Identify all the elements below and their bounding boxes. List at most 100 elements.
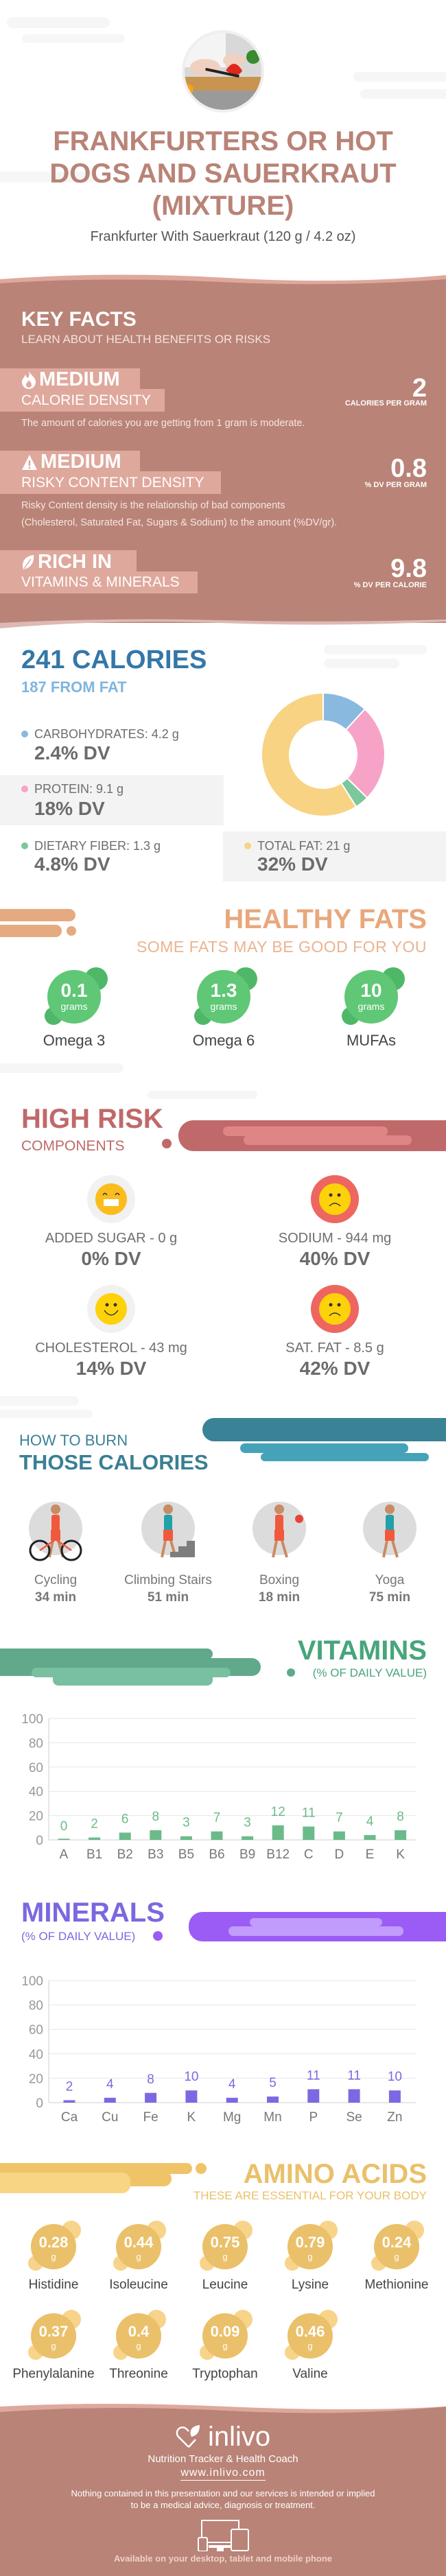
activity-label: Cycling — [34, 1573, 78, 1587]
bar-value-label: 10 — [388, 2070, 402, 2084]
amino-value: 0.75 — [210, 2234, 240, 2251]
decor-pill — [353, 72, 446, 82]
fat-value: 0.1 — [60, 980, 88, 1001]
bar-value-label: 5 — [269, 2076, 277, 2090]
bar-value-label: 7 — [336, 1811, 343, 1825]
amino-value: 0.4 — [128, 2323, 150, 2340]
healthy-fats-title: HEALTHY FATS — [224, 904, 427, 934]
decor-pill — [287, 1668, 295, 1677]
fact-description: The amount of calories you are getting f… — [21, 415, 433, 432]
decor-pill — [360, 89, 446, 99]
y-tick-label: 40 — [29, 2048, 43, 2062]
decor-pill — [0, 172, 96, 182]
amino-unit: g — [394, 2252, 399, 2262]
amino-bubble — [28, 2221, 81, 2271]
bar-value-label: 4 — [106, 2077, 114, 2092]
protein-label: PROTEIN: 9.1 g — [34, 782, 124, 796]
bar-value-label: 4 — [228, 2077, 236, 2092]
fat-label: Omega 6 — [192, 1032, 255, 1049]
amino-value: 0.37 — [38, 2323, 69, 2340]
amino-label: Methionine — [364, 2278, 429, 2292]
decor-pill — [228, 1926, 403, 1936]
fat-label: TOTAL FAT: 21 g — [257, 839, 351, 853]
protein-legend-dot — [21, 785, 28, 792]
donut-slice-fat — [261, 692, 357, 817]
fat-value: 1.3 — [210, 980, 237, 1001]
x-tick-label: B1 — [86, 1847, 102, 1862]
fact-value: 0.8 — [390, 454, 427, 483]
vitamins-subtitle: (% OF DAILY VALUE) — [312, 1666, 427, 1679]
leaf-icon — [23, 554, 34, 569]
amino-label: Tryptophan — [192, 2367, 258, 2381]
fact-label-box — [0, 389, 165, 412]
amino-unit: g — [136, 2341, 141, 2351]
fat-unit: grams — [357, 1001, 385, 1012]
bar — [185, 2090, 198, 2103]
decor-pill — [223, 1126, 388, 1136]
vitamins-bar-chart: 0 20 40 60 80 100 0 A 2 B1 6 B2 8 B3 3 B5 7 B6 3 B9 12 B12 11 C… — [21, 1712, 416, 1862]
amino-label: Valine — [292, 2367, 328, 2381]
y-tick-label: 20 — [29, 2072, 43, 2086]
serving-subtitle: Frankfurter With Sauerkraut (120 g / 4.2… — [90, 229, 356, 244]
y-tick-label: 20 — [29, 1810, 43, 1824]
carbs-label: CARBOHYDRATES: 4.2 g — [34, 727, 179, 741]
x-tick-label: D — [335, 1847, 344, 1862]
high-risk-subtitle: COMPONENTS — [21, 1138, 125, 1154]
bar — [348, 2089, 360, 2103]
decor-bar — [0, 2173, 130, 2193]
y-tick-label: 100 — [21, 1974, 43, 1989]
fact-description-line: Risky Content density is the relationshi… — [21, 500, 285, 511]
bar-value-label: 12 — [271, 1805, 285, 1819]
x-tick-label: B9 — [239, 1847, 255, 1862]
y-tick-label: 60 — [29, 2023, 43, 2037]
bar-value-label: 3 — [183, 1816, 190, 1830]
x-tick-label: B6 — [209, 1847, 224, 1862]
amino-label: Isoleucine — [109, 2278, 168, 2292]
risk-label: SODIUM - 944 mg — [278, 1231, 392, 1246]
x-tick-label: K — [187, 2110, 196, 2125]
smile-face-icon — [87, 1285, 135, 1333]
donut-slice-protein — [344, 708, 386, 799]
x-tick-label: Fe — [143, 2110, 159, 2125]
inlivo-logo: inlivo — [175, 2423, 270, 2450]
fact-label: CALORIE DENSITY — [21, 392, 152, 408]
website-link[interactable]: www.inlivo.com — [180, 2467, 266, 2481]
amino-bubble — [200, 2310, 253, 2360]
minerals-subtitle: (% OF DAILY VALUE) — [21, 1930, 136, 1943]
fact-level: MEDIUM — [39, 368, 120, 390]
amino-value: 0.09 — [210, 2323, 240, 2340]
decor-pill — [153, 1931, 163, 1941]
bar — [180, 1836, 192, 1840]
carbs-dv: 2.4% DV — [34, 742, 110, 764]
amino-label: Threonine — [109, 2367, 168, 2381]
risk-dv: 14% DV — [75, 1358, 147, 1379]
bar — [145, 2092, 157, 2103]
high-risk-title: HIGH RISK — [21, 1104, 163, 1134]
x-tick-label: B2 — [117, 1847, 133, 1862]
amino-value: 0.28 — [38, 2234, 69, 2251]
fact-label-box — [0, 471, 221, 494]
decor-bar — [0, 1649, 213, 1659]
bar-value-label: 11 — [347, 2068, 361, 2083]
wave-bottom — [0, 617, 446, 628]
decor-pill — [240, 1443, 408, 1453]
sad-face-icon — [311, 1285, 359, 1333]
bar — [242, 1836, 254, 1840]
amino-bubble — [113, 2310, 166, 2360]
x-tick-label: Zn — [387, 2110, 402, 2125]
x-tick-label: B5 — [178, 1847, 194, 1862]
x-tick-label: Cu — [102, 2110, 118, 2125]
bar — [226, 2097, 238, 2103]
fat-value: 10 — [360, 980, 382, 1001]
fact-unit: % DV PER GRAM — [364, 481, 427, 489]
footer-url-wrap: www.inlivo.com — [0, 2467, 446, 2481]
decor-pill — [7, 17, 110, 28]
x-tick-label: B12 — [266, 1847, 290, 1862]
fact-unit: CALORIES PER GRAM — [344, 399, 427, 407]
x-tick-label: K — [396, 1847, 405, 1862]
protein-highlight — [0, 775, 224, 825]
vitamins-title: VITAMINS — [297, 1635, 427, 1666]
bar-value-label: 10 — [184, 2070, 198, 2084]
boxing-icon — [253, 1502, 306, 1558]
